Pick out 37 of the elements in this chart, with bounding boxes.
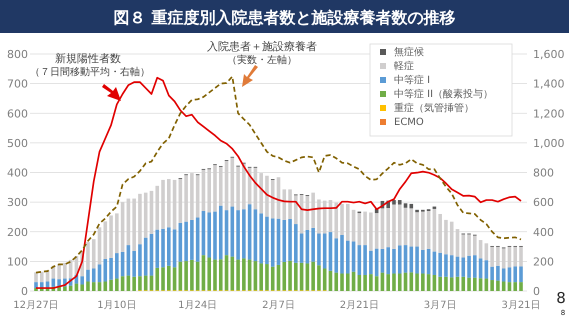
y2-tick-label: 800 <box>533 166 554 180</box>
annotation: （実数・左軸） <box>227 54 297 66</box>
legend-label: 軽症 <box>394 60 414 72</box>
y2-tick-label: 200 <box>533 255 554 268</box>
chart-title: 図８ 重症度別入院患者数と施設療養者数の推移 <box>114 8 456 27</box>
y2-tick-label: 0 <box>533 285 540 298</box>
y-tick-label: 700 <box>7 78 28 91</box>
legend-label: 中等症 I <box>394 74 430 86</box>
annotation: 新規陽性者数 <box>55 52 121 65</box>
y-tick-label: 0 <box>21 285 28 298</box>
x-tick-label: 3月7日 <box>424 300 457 311</box>
y-tick-label: 800 <box>7 48 28 61</box>
x-tick-label: 1月10日 <box>97 300 136 311</box>
x-tick-label: 2月21日 <box>340 300 379 311</box>
legend-label: 無症候 <box>394 46 424 58</box>
y-tick-label: 100 <box>7 255 28 268</box>
y-tick-label: 400 <box>7 166 28 180</box>
y-tick-label: 200 <box>7 226 28 239</box>
legend-label: 重症（気管挿管） <box>394 102 474 114</box>
x-tick-label: 2月7日 <box>262 300 295 311</box>
y2-tick-label: 400 <box>533 226 554 239</box>
y-tick-label: 300 <box>7 196 28 210</box>
x-tick-label: 1月24日 <box>178 300 218 311</box>
y2-tick-label: 1,200 <box>533 107 564 120</box>
y-tick-label: 500 <box>7 136 28 150</box>
y2-tick-label: 600 <box>533 196 554 210</box>
x-tick-label: 12月27日 <box>13 300 59 311</box>
legend-label: 中等症 II（酸素投与） <box>394 88 494 100</box>
legend-label: ECMO <box>394 117 424 128</box>
annotation: （７日間移動平均・右軸） <box>30 66 150 78</box>
x-tick-label: 3月21日 <box>501 300 541 311</box>
y-tick-label: 600 <box>7 107 28 120</box>
y2-tick-label: 1,000 <box>533 136 564 150</box>
text: 入院患者＋施設療養者 <box>207 40 317 53</box>
text: 8 <box>556 289 566 307</box>
y2-tick-label: 1,600 <box>533 48 564 61</box>
y2-tick-label: 1,400 <box>533 78 564 91</box>
